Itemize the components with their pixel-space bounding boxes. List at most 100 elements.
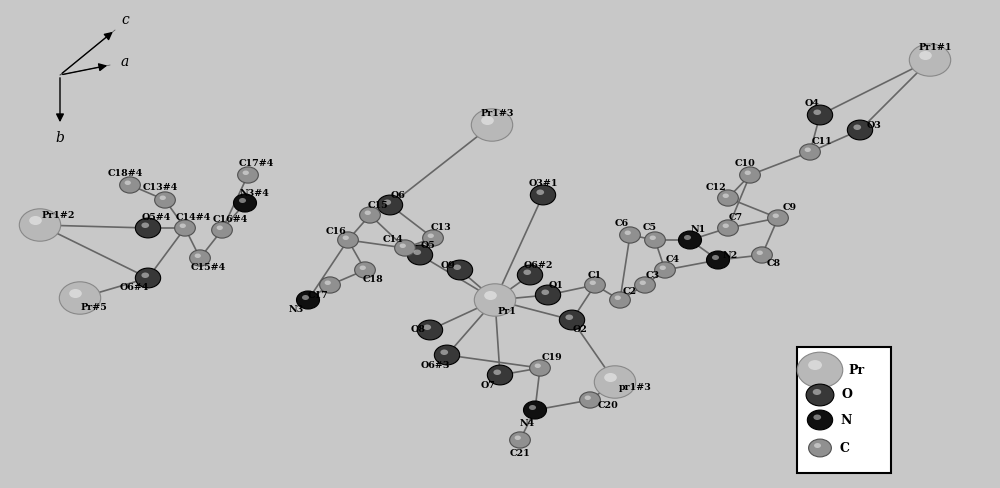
Ellipse shape [678, 231, 702, 249]
Text: C3: C3 [646, 270, 660, 280]
Ellipse shape [453, 264, 461, 270]
FancyBboxPatch shape [797, 347, 891, 473]
Text: Pr1#1: Pr1#1 [918, 43, 952, 53]
Text: C16: C16 [326, 227, 346, 237]
Ellipse shape [135, 268, 161, 288]
Ellipse shape [800, 144, 820, 160]
Ellipse shape [141, 223, 149, 228]
Ellipse shape [847, 120, 873, 140]
Text: N2: N2 [722, 250, 738, 260]
Text: a: a [121, 55, 129, 69]
Ellipse shape [423, 230, 443, 246]
Ellipse shape [706, 251, 730, 269]
Ellipse shape [212, 222, 232, 238]
Ellipse shape [610, 292, 630, 308]
Ellipse shape [234, 194, 256, 212]
Ellipse shape [757, 250, 763, 255]
Text: O6: O6 [391, 190, 405, 200]
Ellipse shape [413, 249, 421, 255]
Text: O2: O2 [573, 325, 587, 334]
Text: C4: C4 [666, 256, 680, 264]
Ellipse shape [585, 277, 605, 293]
Ellipse shape [773, 214, 779, 218]
Ellipse shape [808, 360, 822, 370]
Text: N1: N1 [690, 225, 706, 235]
Text: C19: C19 [542, 353, 562, 363]
Ellipse shape [615, 296, 621, 300]
Text: C9: C9 [783, 203, 797, 212]
Text: C13#4: C13#4 [142, 183, 178, 192]
Text: O6#2: O6#2 [523, 261, 553, 269]
Text: C18: C18 [363, 276, 383, 285]
Text: C17: C17 [308, 290, 328, 300]
Ellipse shape [740, 167, 760, 183]
Ellipse shape [712, 255, 719, 260]
Ellipse shape [807, 410, 833, 430]
Ellipse shape [909, 44, 951, 76]
Text: pr1#3: pr1#3 [619, 383, 651, 391]
Ellipse shape [565, 314, 573, 320]
Text: O5#4: O5#4 [141, 214, 171, 223]
Ellipse shape [535, 285, 561, 305]
Ellipse shape [745, 170, 751, 175]
Text: C18#4: C18#4 [107, 168, 143, 178]
Text: O1: O1 [549, 281, 563, 289]
Text: N3: N3 [288, 305, 304, 314]
Text: O3: O3 [867, 121, 881, 129]
Ellipse shape [723, 224, 729, 228]
Ellipse shape [660, 265, 666, 270]
Ellipse shape [529, 405, 536, 410]
Ellipse shape [580, 392, 600, 408]
Ellipse shape [484, 291, 497, 300]
Text: C14: C14 [383, 236, 403, 244]
Ellipse shape [620, 227, 640, 243]
Text: C6: C6 [615, 219, 629, 227]
Ellipse shape [559, 310, 585, 330]
Text: O: O [841, 388, 852, 402]
Ellipse shape [718, 220, 738, 236]
Ellipse shape [493, 369, 501, 375]
Text: C2: C2 [623, 287, 637, 297]
Ellipse shape [180, 224, 186, 228]
Ellipse shape [752, 247, 772, 263]
Text: Pr1#2: Pr1#2 [41, 210, 75, 220]
Ellipse shape [296, 291, 320, 309]
Ellipse shape [809, 439, 831, 457]
Text: C20: C20 [598, 401, 618, 409]
Ellipse shape [517, 265, 543, 285]
Ellipse shape [655, 262, 675, 278]
Ellipse shape [515, 435, 521, 440]
Text: N: N [840, 413, 851, 427]
Ellipse shape [135, 218, 161, 238]
Ellipse shape [343, 236, 349, 240]
Text: O7: O7 [481, 381, 495, 389]
Ellipse shape [684, 235, 691, 240]
Ellipse shape [428, 233, 434, 238]
Ellipse shape [383, 200, 391, 205]
Ellipse shape [141, 272, 149, 278]
Ellipse shape [645, 232, 665, 248]
Ellipse shape [806, 384, 834, 406]
Ellipse shape [640, 281, 646, 285]
Ellipse shape [797, 352, 843, 388]
Ellipse shape [814, 443, 821, 448]
Ellipse shape [625, 230, 631, 235]
Ellipse shape [217, 225, 223, 230]
Ellipse shape [155, 192, 175, 208]
Ellipse shape [160, 196, 166, 200]
Ellipse shape [320, 277, 340, 293]
Ellipse shape [919, 51, 932, 60]
Ellipse shape [365, 210, 371, 215]
Ellipse shape [434, 345, 460, 365]
Ellipse shape [807, 105, 833, 125]
Ellipse shape [471, 109, 513, 141]
Ellipse shape [120, 177, 140, 193]
Ellipse shape [635, 277, 655, 293]
Ellipse shape [585, 395, 591, 400]
Text: O8: O8 [411, 325, 425, 334]
Text: C: C [839, 442, 849, 454]
Ellipse shape [723, 194, 729, 198]
Ellipse shape [447, 260, 473, 280]
Text: C7: C7 [729, 214, 743, 223]
Text: O9: O9 [441, 261, 455, 269]
